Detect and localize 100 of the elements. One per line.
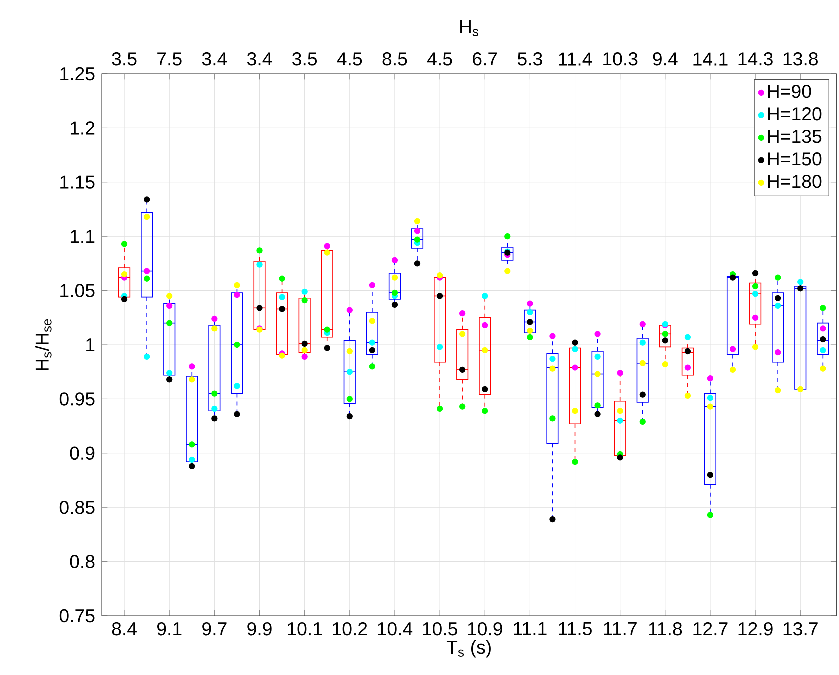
point	[302, 288, 308, 295]
point	[640, 418, 646, 426]
point	[684, 334, 692, 340]
point	[460, 366, 466, 374]
point	[189, 364, 196, 370]
point	[392, 302, 398, 308]
point	[324, 326, 330, 333]
point	[166, 370, 173, 376]
point	[121, 271, 128, 278]
point	[617, 408, 624, 414]
y-tick-label: 1.15	[60, 176, 95, 189]
point	[279, 294, 286, 300]
point	[346, 348, 353, 355]
point	[752, 270, 759, 277]
y-tick-label: 0.75	[60, 609, 95, 623]
point	[527, 319, 534, 326]
point	[234, 411, 240, 418]
point	[392, 290, 398, 296]
annotation: 8.5	[382, 52, 408, 66]
x-tick-label: 9.9	[248, 622, 272, 636]
point	[527, 309, 534, 316]
point	[820, 336, 826, 343]
point	[550, 333, 556, 340]
legend-label: H=180	[768, 175, 822, 188]
point	[346, 413, 353, 420]
point	[798, 279, 804, 286]
x-tick-label: 10.1	[288, 622, 322, 636]
annotation: 14.1	[694, 52, 728, 66]
annotation: 4.5	[337, 52, 362, 66]
point	[121, 241, 128, 248]
point	[594, 354, 601, 360]
point	[144, 214, 150, 220]
point	[684, 392, 692, 400]
point	[212, 406, 218, 412]
point	[752, 344, 759, 350]
point	[256, 248, 263, 254]
y-tick-label: 1	[86, 338, 95, 352]
point	[302, 340, 308, 347]
point	[504, 268, 511, 274]
point	[572, 346, 578, 352]
point	[707, 512, 714, 518]
annotation: 7.5	[158, 52, 182, 66]
point	[662, 361, 668, 368]
point	[820, 366, 826, 372]
point	[775, 274, 782, 281]
point	[212, 316, 218, 322]
point	[346, 396, 353, 402]
annotation: 3.5	[112, 52, 137, 66]
point	[798, 286, 804, 292]
y-tick-label: 0.85	[60, 500, 95, 514]
point	[144, 268, 150, 274]
point	[369, 318, 376, 324]
point	[460, 310, 466, 317]
point	[144, 196, 150, 203]
x2-axis-title: H$_{s}$	[460, 20, 479, 36]
legend-label: H=120	[768, 108, 822, 121]
point	[572, 408, 578, 414]
point	[436, 344, 444, 350]
point	[189, 376, 196, 383]
point	[594, 331, 601, 338]
annotation: 4.5	[427, 52, 452, 66]
point	[550, 516, 556, 523]
point	[684, 348, 692, 355]
y-tick-label: 1.1	[70, 230, 95, 244]
point	[279, 306, 286, 312]
point	[460, 331, 466, 338]
point	[707, 404, 714, 410]
point	[482, 408, 488, 414]
point	[527, 328, 534, 334]
point	[166, 320, 173, 326]
point	[256, 305, 263, 312]
point	[775, 295, 782, 302]
point	[550, 416, 556, 422]
point	[775, 350, 782, 356]
x-tick-label: 13.7	[784, 622, 818, 636]
point	[482, 322, 488, 329]
point	[189, 463, 196, 470]
point	[144, 354, 150, 360]
x-tick-label: 9.1	[158, 622, 182, 636]
point	[594, 411, 601, 418]
point	[166, 302, 173, 310]
annotation: 3.4	[202, 52, 228, 66]
point	[212, 416, 218, 422]
point	[346, 307, 353, 314]
point	[234, 383, 240, 390]
point	[640, 392, 646, 398]
point	[166, 293, 173, 300]
point	[798, 386, 804, 393]
point	[302, 297, 308, 304]
point	[662, 331, 668, 338]
point	[730, 274, 736, 281]
point	[504, 234, 511, 240]
point	[189, 456, 196, 463]
x-tick-label: 9.7	[202, 622, 227, 636]
point	[369, 364, 376, 370]
point	[324, 345, 330, 352]
point	[234, 282, 240, 288]
annotation: 3.4	[247, 52, 272, 66]
point	[414, 228, 421, 234]
point	[640, 360, 646, 366]
